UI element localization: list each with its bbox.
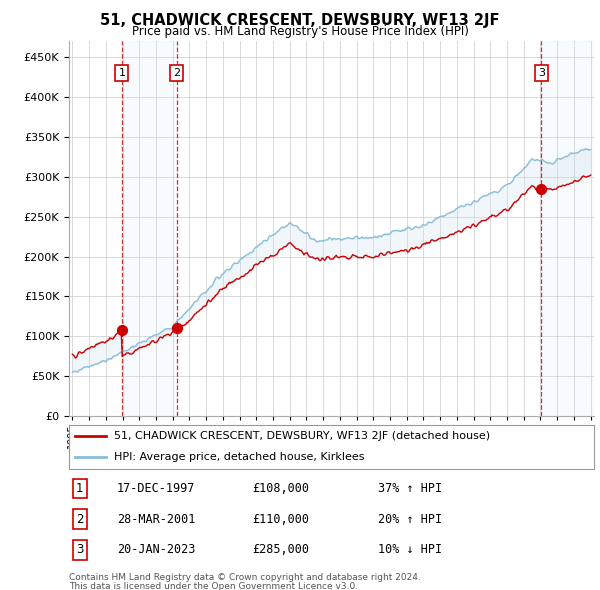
Text: 20-JAN-2023: 20-JAN-2023 <box>117 543 196 556</box>
Text: £108,000: £108,000 <box>252 482 309 495</box>
Point <box>172 323 181 333</box>
Text: 20% ↑ HPI: 20% ↑ HPI <box>378 513 442 526</box>
Text: 2: 2 <box>76 513 83 526</box>
Text: £110,000: £110,000 <box>252 513 309 526</box>
Text: £285,000: £285,000 <box>252 543 309 556</box>
Text: 37% ↑ HPI: 37% ↑ HPI <box>378 482 442 495</box>
Text: 3: 3 <box>538 68 545 78</box>
Text: Contains HM Land Registry data © Crown copyright and database right 2024.: Contains HM Land Registry data © Crown c… <box>69 573 421 582</box>
Point <box>117 325 127 335</box>
Text: Price paid vs. HM Land Registry's House Price Index (HPI): Price paid vs. HM Land Registry's House … <box>131 25 469 38</box>
Text: 10% ↓ HPI: 10% ↓ HPI <box>378 543 442 556</box>
Text: 1: 1 <box>118 68 125 78</box>
Text: 2: 2 <box>173 68 180 78</box>
Text: 28-MAR-2001: 28-MAR-2001 <box>117 513 196 526</box>
Text: 51, CHADWICK CRESCENT, DEWSBURY, WF13 2JF (detached house): 51, CHADWICK CRESCENT, DEWSBURY, WF13 2J… <box>113 431 490 441</box>
Text: 3: 3 <box>76 543 83 556</box>
Text: This data is licensed under the Open Government Licence v3.0.: This data is licensed under the Open Gov… <box>69 582 358 590</box>
Text: 1: 1 <box>76 482 83 495</box>
Bar <box>541 41 594 416</box>
Bar <box>122 41 176 416</box>
Text: 17-DEC-1997: 17-DEC-1997 <box>117 482 196 495</box>
Text: 51, CHADWICK CRESCENT, DEWSBURY, WF13 2JF: 51, CHADWICK CRESCENT, DEWSBURY, WF13 2J… <box>100 13 500 28</box>
Point <box>536 184 546 194</box>
Text: HPI: Average price, detached house, Kirklees: HPI: Average price, detached house, Kirk… <box>113 452 364 461</box>
